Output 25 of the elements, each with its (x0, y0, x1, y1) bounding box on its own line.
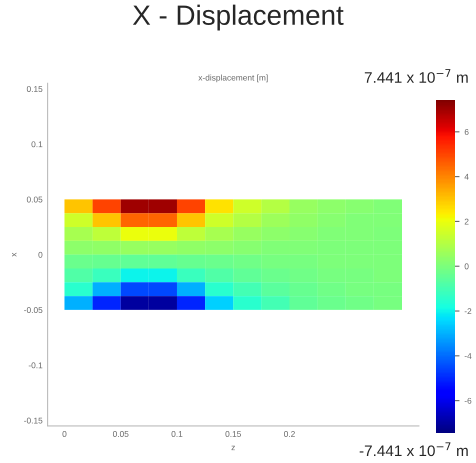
color-bar-label: 6 (464, 129, 469, 135)
color-bar-label: -6 (464, 398, 472, 404)
color-bar-label: 0 (464, 263, 469, 270)
y-tick-label: -0.15 (24, 418, 42, 424)
text: 7.441 x 10$^{−7}$ m (364, 69, 468, 83)
x-tick-label: 0.05 (112, 431, 128, 437)
x-axis-title: z (231, 446, 235, 450)
x-tick-label: 0 (62, 431, 66, 437)
x-tick-label: 0.15 (225, 431, 241, 437)
y-tick-label: -0.1 (28, 362, 42, 368)
y-tick-label: -0.05 (24, 307, 42, 314)
color-bar-label: 2 (464, 218, 469, 224)
color-bar-label: -2 (464, 308, 472, 314)
x-tick-label: 0.1 (172, 431, 182, 437)
y-tick-label: 0 (38, 252, 42, 258)
color-bar-label: 4 (464, 174, 469, 180)
color-bar-label: -4 (464, 353, 472, 359)
x-tick-label: 0.2 (284, 431, 295, 437)
y-tick-label: 0.15 (26, 86, 42, 92)
y-tick-label: 0.05 (26, 196, 42, 202)
text: -7.441 x 10$^{−7}$ m (360, 442, 468, 456)
y-tick-label: 0.1 (31, 141, 42, 148)
chart-title: X - Displacement (132, 4, 344, 31)
chart-subtitle: x-displacement [m] (198, 74, 268, 82)
y-axis-title: x (12, 252, 16, 257)
